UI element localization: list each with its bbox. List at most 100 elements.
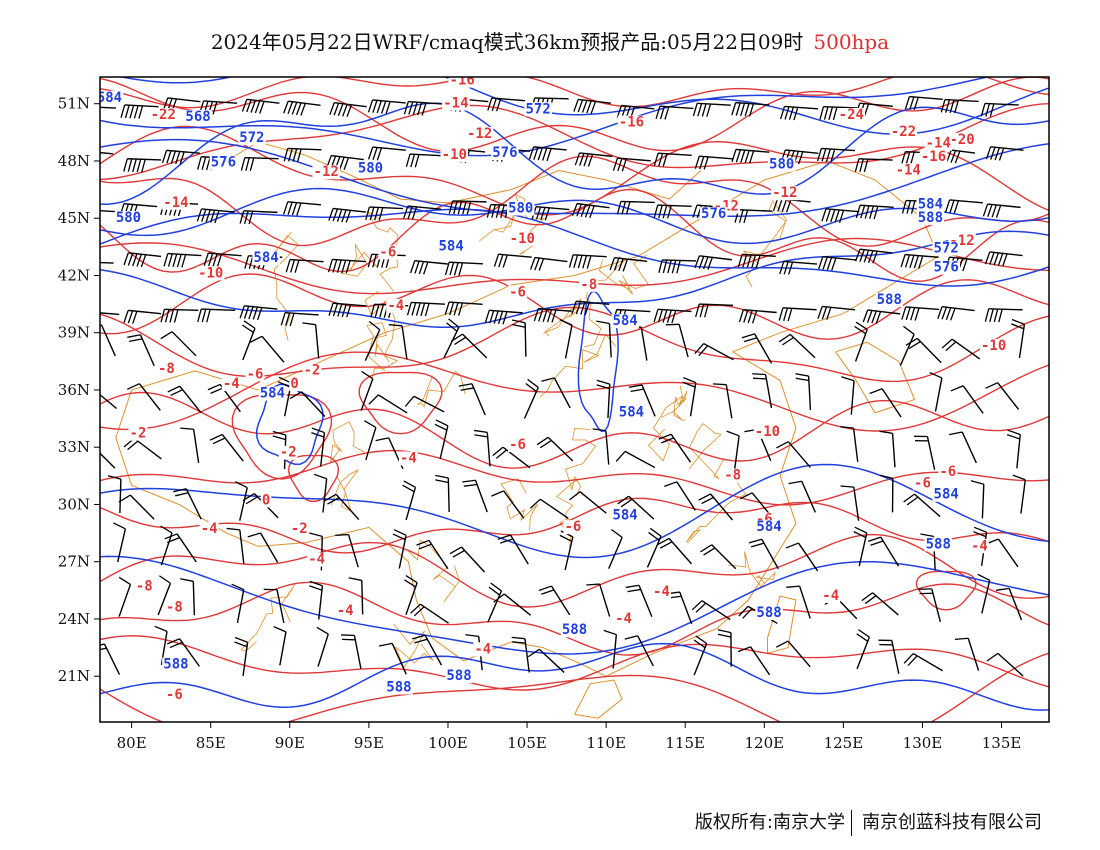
barb-flag	[90, 262, 93, 275]
wind-barb	[167, 385, 202, 414]
barb-staff	[579, 491, 607, 514]
wind-barb	[617, 495, 655, 520]
barb-flag	[159, 575, 171, 584]
barb-flag	[527, 378, 539, 388]
barb-flag	[950, 307, 956, 321]
temperature-label: -22	[151, 107, 176, 123]
wind-barb	[127, 383, 161, 411]
barb-flag	[830, 209, 836, 223]
title-level: 500hpa	[813, 30, 890, 54]
barb-flag	[867, 250, 874, 264]
barb-flag	[212, 437, 226, 445]
wind-barb	[392, 529, 407, 569]
barb-flag	[735, 149, 741, 163]
barb-flag	[249, 157, 255, 171]
barb-flag	[575, 301, 582, 315]
height-isoline	[100, 187, 1049, 245]
barb-flag	[332, 208, 339, 222]
wind-barb	[905, 337, 942, 364]
barb-flag	[907, 655, 918, 667]
wind-barb	[862, 309, 901, 324]
barb-flag	[248, 255, 254, 269]
barb-flag	[821, 306, 828, 320]
barb-flag	[372, 147, 378, 161]
temperature-label-bg	[289, 522, 309, 537]
temperature-label-bg	[508, 232, 537, 247]
barb-flag	[752, 373, 766, 376]
barb-flag	[243, 306, 250, 319]
barb-flag	[742, 608, 753, 619]
barb-flag	[586, 583, 600, 586]
barb-flag	[949, 99, 955, 113]
barb-staff	[1020, 479, 1026, 514]
province-border	[366, 322, 390, 372]
barb-flag	[662, 259, 668, 274]
barb-flag	[91, 312, 95, 325]
wind-barb	[985, 538, 1019, 568]
barb-flag	[285, 312, 291, 326]
barb-flag	[379, 642, 393, 647]
barb-flag	[855, 321, 868, 330]
barb-flag	[203, 252, 209, 266]
wind-barb	[247, 532, 279, 563]
barb-flag	[289, 391, 302, 400]
barb-staff	[701, 600, 731, 621]
barb-flag	[816, 148, 823, 162]
barb-flag	[272, 435, 286, 441]
wind-barb	[491, 490, 525, 519]
temperature-label: -8	[724, 468, 741, 484]
temperature-isoline	[100, 237, 1049, 295]
barb-flag	[444, 261, 450, 276]
barb-flag	[502, 254, 508, 268]
barb-staff	[967, 638, 980, 671]
wind-barb	[574, 152, 613, 167]
wind-barb	[658, 259, 697, 274]
barb-flag	[906, 200, 912, 214]
barb-staff	[668, 537, 693, 565]
barb-flag	[653, 309, 659, 323]
barb-staff	[608, 323, 612, 358]
temperature-label-bg	[164, 600, 184, 615]
temperature-label-bg	[128, 426, 148, 441]
wind-barb	[904, 95, 943, 110]
barb-flag	[653, 152, 659, 167]
barb-staff	[710, 493, 734, 521]
temperature-label: -4	[474, 641, 491, 657]
barb-flag	[544, 207, 550, 221]
wind-barb	[940, 98, 979, 114]
barb-staff	[547, 436, 574, 462]
wind-barb	[985, 146, 1024, 161]
wind-barb	[123, 309, 162, 324]
wind-barb	[977, 573, 991, 614]
wind-barb	[511, 319, 527, 357]
barb-flag	[860, 205, 866, 219]
barb-staff	[401, 325, 408, 360]
temperature-label: -24	[839, 107, 864, 123]
barb-flag	[132, 158, 137, 173]
barb-flag	[342, 104, 348, 117]
barb-staff	[100, 261, 114, 264]
barb-flag	[414, 638, 428, 644]
barb-staff	[670, 433, 692, 463]
wind-barb	[603, 629, 618, 669]
barb-staff	[576, 202, 610, 209]
barb-flag	[412, 102, 418, 115]
barb-staff	[167, 252, 202, 257]
barb-flag	[695, 602, 707, 613]
barb-flag	[175, 492, 189, 497]
barb-flag	[821, 208, 827, 222]
wind-barb	[410, 603, 449, 624]
barb-flag	[940, 99, 946, 113]
barb-flag	[662, 309, 668, 323]
wind-barb	[694, 155, 733, 170]
temperature-label: -16	[450, 73, 475, 89]
temperature-isoline	[100, 533, 1049, 608]
barb-flag	[854, 248, 861, 262]
barb-flag	[206, 309, 211, 323]
barb-flag	[309, 532, 323, 537]
barb-flag	[415, 302, 421, 316]
temperature-label: -4	[822, 588, 839, 604]
barb-flag	[411, 302, 417, 316]
temperature-label-bg	[579, 277, 599, 292]
barb-staff	[285, 312, 319, 316]
